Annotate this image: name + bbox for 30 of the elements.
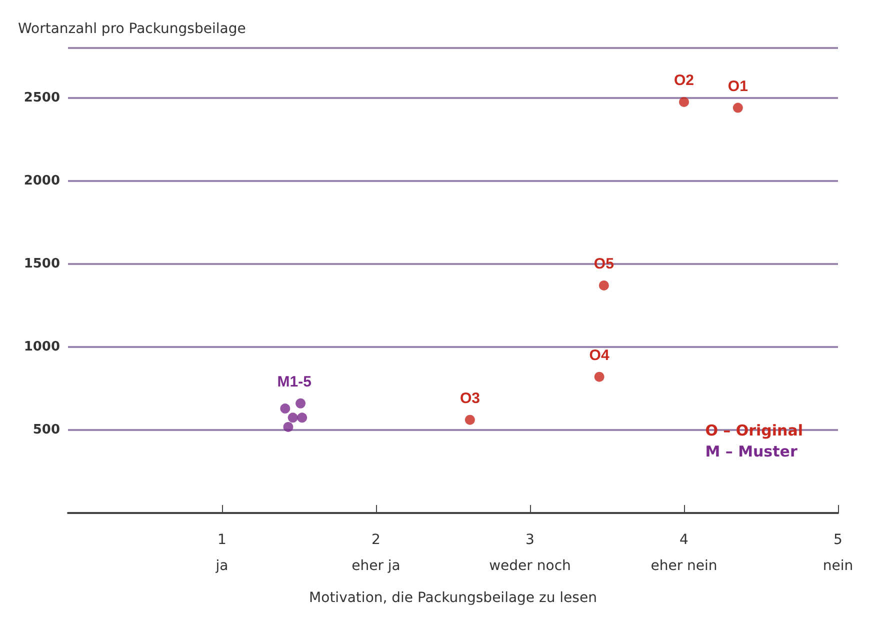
y-axis-title: Wortanzahl pro Packungsbeilage (18, 21, 246, 37)
y-tick-label: 500 (32, 422, 60, 438)
text: O – Original (705, 422, 804, 440)
point (296, 398, 306, 408)
point (464, 414, 475, 425)
annotation: O3 (460, 390, 480, 407)
x-tick-label: 3 weder noch (489, 532, 571, 574)
point (297, 412, 308, 423)
annotation: M1-5 (277, 373, 312, 390)
x-tick-label: 4 eher nein (650, 532, 718, 574)
point (594, 372, 604, 382)
x-tick-label: 2 eher ja (352, 532, 400, 574)
annotation: O2 (674, 72, 694, 89)
annotation: O1 (728, 78, 748, 95)
y-tick-label: 2000 (24, 173, 60, 188)
point (598, 280, 609, 290)
text: M – Muster (705, 442, 798, 460)
x-tick-label: 5 nein (822, 532, 854, 574)
point (288, 412, 298, 423)
x-tick-label: 1 ja (214, 532, 228, 574)
point (283, 422, 294, 432)
y-tick-label: 1500 (24, 256, 60, 272)
y-tick-label: 1000 (24, 339, 60, 354)
annotation: O5 (594, 255, 614, 272)
point (732, 102, 743, 113)
point (679, 96, 689, 107)
x-axis-title: Motivation, die Packungsbeilage zu lesen (309, 590, 597, 606)
annotation: O4 (589, 346, 610, 364)
point (280, 404, 290, 414)
y-tick-label: 2500 (24, 90, 60, 106)
